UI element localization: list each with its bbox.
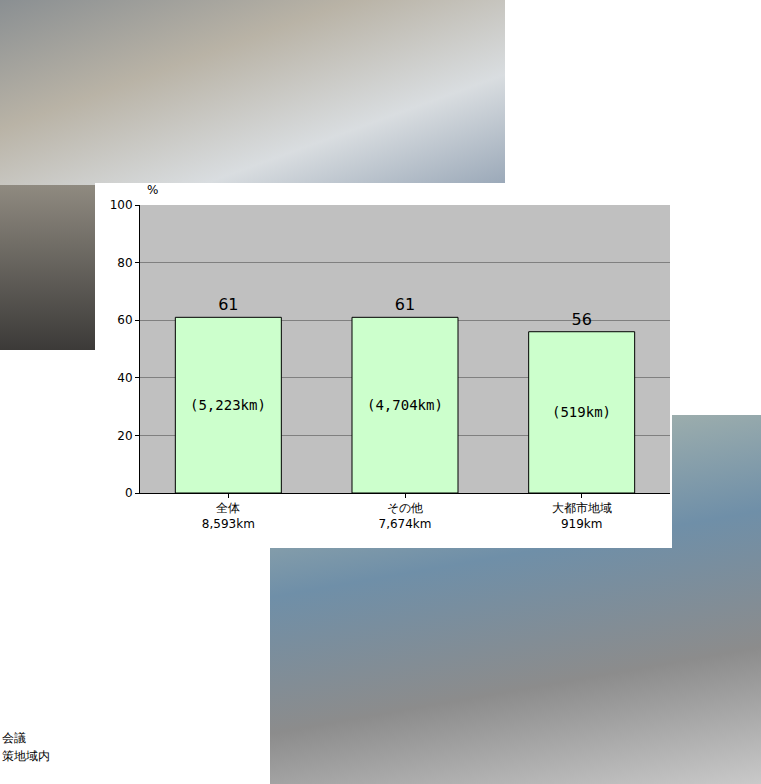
svg-text:60: 60 — [117, 313, 132, 327]
svg-text:61: 61 — [395, 295, 415, 314]
svg-text:0: 0 — [125, 486, 133, 500]
svg-text:全体8,593km: 全体8,593km — [202, 501, 255, 531]
svg-text:(4,704km): (4,704km) — [367, 397, 443, 413]
svg-text:その他7,674km: その他7,674km — [379, 501, 432, 531]
svg-text:56: 56 — [571, 310, 591, 329]
html-text:会議: 会議 — [2, 731, 26, 745]
svg-text:61: 61 — [218, 295, 238, 314]
svg-text:40: 40 — [117, 371, 132, 385]
svg-text:%: % — [147, 183, 158, 197]
svg-text:(5,223km): (5,223km) — [190, 397, 266, 413]
svg-text:20: 20 — [117, 429, 132, 443]
svg-text:大都市地域919km: 大都市地域919km — [552, 501, 612, 531]
svg-text:100: 100 — [110, 198, 133, 212]
svg-text:80: 80 — [117, 256, 132, 270]
svg-text:(519km): (519km) — [552, 404, 611, 420]
html-text:策地域内: 策地域内 — [2, 749, 50, 763]
